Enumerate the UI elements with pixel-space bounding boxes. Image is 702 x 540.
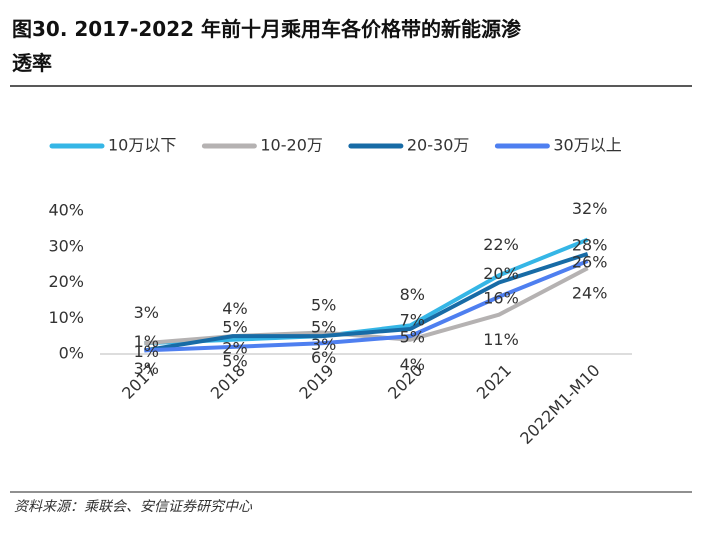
data-label: 24% <box>572 284 608 303</box>
data-label: 5% <box>311 296 336 315</box>
chart-title: 图30. 2017-2022 年前十月乘用车各价格带的新能源渗透率 <box>12 17 522 75</box>
data-label: 11% <box>483 330 519 349</box>
data-label: 20% <box>483 264 519 283</box>
data-label: 22% <box>483 235 519 254</box>
data-label: 7% <box>400 310 425 329</box>
source: 资料来源：乘联会、安信证券研究中心 <box>14 499 253 515</box>
data-label: 26% <box>572 253 608 272</box>
data-label: 3% <box>134 359 159 378</box>
data-label: 28% <box>572 235 608 254</box>
x-tick-label: 2021 <box>473 361 515 403</box>
data-label: 4% <box>222 299 247 318</box>
legend-label: 30万以上 <box>553 136 621 155</box>
data-label: 8% <box>400 285 425 304</box>
series-line <box>144 237 589 346</box>
series-line <box>144 251 589 353</box>
data-label: 2% <box>222 338 247 357</box>
x-tick-label: 2022M1-M10 <box>516 361 603 448</box>
y-tick-label: 30% <box>48 236 84 255</box>
legend-label: 10万以下 <box>108 136 176 155</box>
y-tick-label: 40% <box>48 201 84 220</box>
data-label: 5% <box>311 318 336 337</box>
legend-label: 10-20万 <box>260 136 323 155</box>
data-label: 3% <box>134 303 159 322</box>
data-label: 1% <box>134 332 159 351</box>
data-label: 5% <box>222 318 247 337</box>
data-label: 5% <box>400 328 425 347</box>
data-label: 16% <box>483 288 519 307</box>
data-label: 32% <box>572 199 608 218</box>
data-label: 3% <box>311 335 336 354</box>
y-tick-label: 10% <box>48 308 84 327</box>
y-tick-label: 0% <box>59 344 84 363</box>
data-label: 5% <box>222 352 247 371</box>
data-label: 1% <box>134 342 159 361</box>
data-label: 6% <box>311 348 336 367</box>
series-line <box>144 259 589 353</box>
legend-label: 20-30万 <box>407 136 470 155</box>
y-tick-label: 20% <box>48 272 84 291</box>
data-label: 4% <box>400 355 425 374</box>
